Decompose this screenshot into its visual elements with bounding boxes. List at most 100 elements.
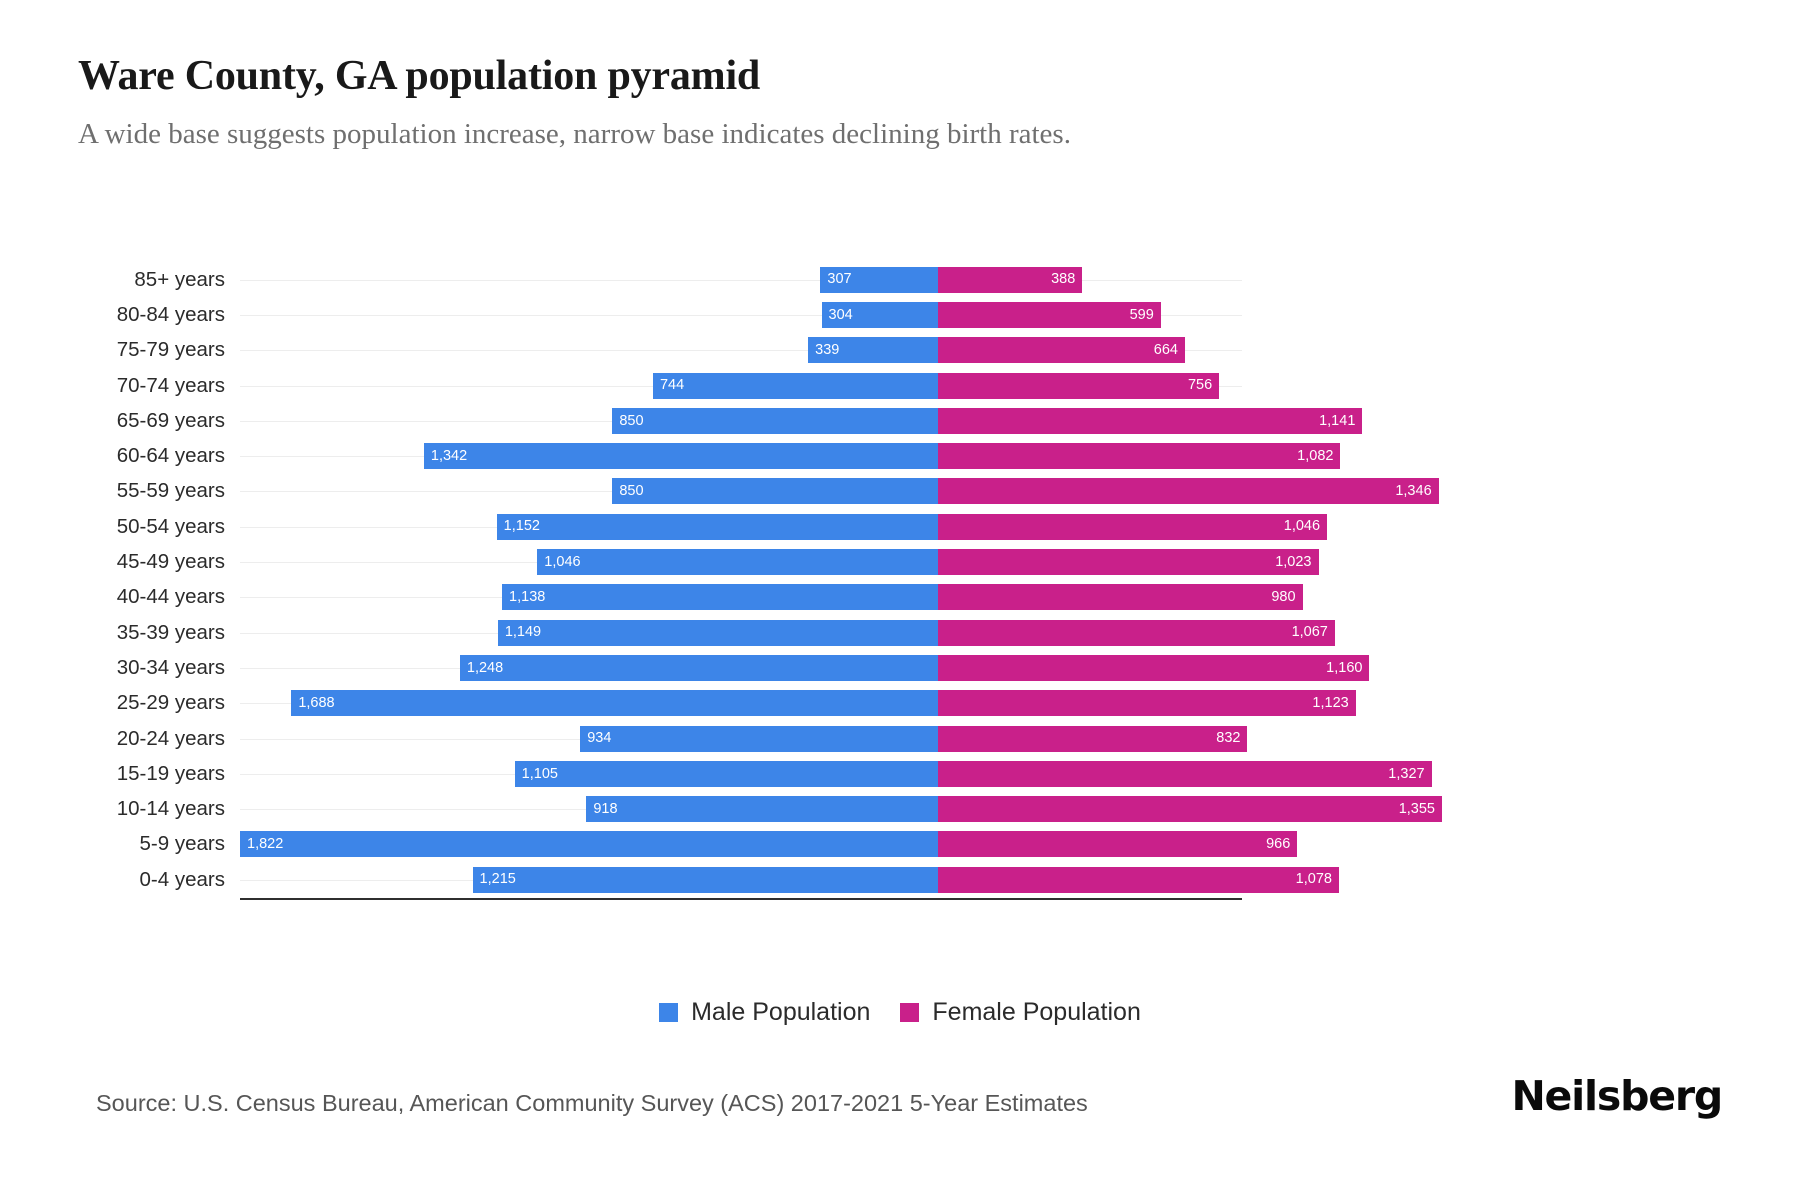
gridline [240, 350, 1242, 352]
bar-male[interactable]: 934 [580, 725, 938, 752]
legend-item-male[interactable]: Male Population [659, 998, 870, 1027]
chart-row: 0-4 years 1,215 1,078 [0, 862, 1800, 897]
y-axis-tick-label: 15-19 years [116, 761, 225, 785]
bar-pair: 1,046 1,023 [240, 549, 1800, 576]
bar-value-label-male: 744 [659, 377, 685, 394]
bar-value-label-female: 664 [1153, 341, 1178, 358]
bar-female[interactable]: 1,046 [938, 513, 1328, 540]
bar-value-label-female: 1,067 [1291, 624, 1328, 641]
bar-male[interactable]: 1,152 [496, 513, 938, 540]
legend-label-female: Female Population [932, 998, 1141, 1026]
bar-value-label-male: 307 [827, 271, 852, 288]
bar-value-label-female: 388 [1051, 271, 1076, 288]
y-axis-tick-label: 40-44 years [116, 585, 225, 609]
bar-pair: 1,105 1,327 [240, 760, 1800, 787]
bar-male[interactable]: 744 [652, 372, 938, 399]
bar-male[interactable]: 1,688 [291, 690, 938, 717]
bar-female[interactable]: 1,082 [938, 443, 1341, 470]
bar-value-label-female: 1,346 [1395, 483, 1432, 500]
chart-row: 55-59 years 850 1,346 [0, 474, 1800, 509]
bar-value-label-male: 304 [828, 306, 853, 323]
bar-male[interactable]: 304 [821, 301, 938, 328]
bar-female[interactable]: 1,346 [938, 478, 1439, 505]
bar-male[interactable]: 850 [612, 478, 938, 505]
bar-male[interactable]: 1,046 [537, 549, 938, 576]
bar-pair: 1,152 1,046 [240, 513, 1800, 540]
bar-value-label-male: 1,152 [503, 518, 540, 535]
brand-logo: Neilsberg [1511, 1072, 1723, 1120]
bar-female[interactable]: 664 [938, 337, 1185, 364]
bar-value-label-male: 1,248 [466, 659, 504, 676]
bar-value-label-male: 1,046 [544, 553, 581, 570]
bar-male[interactable]: 1,822 [240, 831, 938, 858]
y-axis-tick-label: 10-14 years [116, 797, 225, 821]
y-axis-tick-label: 75-79 years [116, 338, 225, 362]
bar-value-label-female: 1,327 [1388, 765, 1425, 782]
bar-female[interactable]: 1,123 [938, 690, 1356, 717]
legend-swatch-female-icon [900, 1003, 920, 1022]
chart-row: 5-9 years 1,822 966 [0, 827, 1800, 862]
bar-male[interactable]: 918 [586, 796, 938, 823]
source-note: Source: U.S. Census Bureau, American Com… [96, 1090, 1088, 1116]
bar-female[interactable]: 1,067 [938, 619, 1335, 646]
bar-pair: 850 1,346 [240, 478, 1800, 505]
bar-pair: 744 756 [240, 372, 1800, 399]
bar-male[interactable]: 1,138 [502, 584, 938, 611]
bar-female[interactable]: 1,355 [938, 796, 1442, 823]
bar-value-label-female: 1,141 [1319, 412, 1356, 429]
chart-row: 85+ years 307 388 [0, 262, 1800, 297]
bar-value-label-male: 850 [619, 412, 644, 429]
bar-male[interactable]: 1,149 [497, 619, 938, 646]
bar-value-label-male: 1,138 [509, 589, 546, 606]
bar-female[interactable]: 599 [938, 301, 1161, 328]
bar-female[interactable]: 1,023 [938, 549, 1319, 576]
bar-male[interactable]: 1,342 [423, 443, 938, 470]
bar-pair: 307 388 [240, 266, 1800, 293]
bar-pair: 934 832 [240, 725, 1800, 752]
bar-value-label-female: 966 [1266, 836, 1291, 853]
chart-row: 60-64 years 1,342 1,082 [0, 438, 1800, 473]
bar-male[interactable]: 339 [808, 337, 938, 364]
bar-pair: 304 599 [240, 301, 1800, 328]
bar-female[interactable]: 980 [938, 584, 1303, 611]
bar-value-label-female: 1,023 [1275, 553, 1312, 570]
bar-value-label-male: 1,822 [247, 836, 284, 853]
bar-value-label-female: 1,078 [1295, 871, 1332, 888]
y-axis-tick-label: 25-29 years [116, 691, 225, 715]
y-axis-tick-label: 50-54 years [116, 514, 225, 538]
page-subtitle: A wide base suggests population increase… [78, 118, 1071, 150]
bar-female[interactable]: 1,078 [938, 866, 1339, 893]
bar-female[interactable]: 1,141 [938, 407, 1363, 434]
bar-value-label-male: 1,688 [298, 694, 335, 711]
bar-female[interactable]: 388 [938, 266, 1083, 293]
bar-male[interactable]: 850 [612, 407, 938, 434]
bar-male[interactable]: 1,248 [459, 654, 938, 681]
bar-value-label-male: 1,215 [479, 871, 516, 888]
y-axis-tick-label: 70-74 years [116, 373, 225, 397]
bar-female[interactable]: 1,327 [938, 760, 1432, 787]
legend-item-female[interactable]: Female Population [900, 998, 1141, 1027]
bar-value-label-female: 832 [1216, 730, 1241, 747]
chart-row: 10-14 years 918 1,355 [0, 791, 1800, 826]
bar-value-label-female: 1,046 [1283, 518, 1321, 535]
chart-row: 30-34 years 1,248 1,160 [0, 650, 1800, 685]
chart-row: 50-54 years 1,152 1,046 [0, 509, 1800, 544]
y-axis-tick-label: 5-9 years [139, 832, 225, 856]
chart-row: 25-29 years 1,688 1,123 [0, 686, 1800, 721]
bar-female[interactable]: 966 [938, 831, 1298, 858]
bar-value-label-male: 918 [593, 800, 618, 817]
bar-male[interactable]: 1,215 [472, 866, 938, 893]
gridline [240, 279, 1242, 281]
chart-row: 40-44 years 1,138 980 [0, 580, 1800, 615]
bar-value-label-female: 1,160 [1326, 659, 1363, 676]
chart-row: 20-24 years 934 832 [0, 721, 1800, 756]
bar-female[interactable]: 1,160 [938, 654, 1370, 681]
bar-male[interactable]: 307 [820, 266, 938, 293]
y-axis-tick-label: 35-39 years [116, 620, 225, 644]
bar-female[interactable]: 832 [938, 725, 1248, 752]
bar-female[interactable]: 756 [938, 372, 1220, 399]
y-axis-tick-label: 85+ years [134, 267, 225, 291]
bar-male[interactable]: 1,105 [514, 760, 938, 787]
y-axis-tick-label: 30-34 years [116, 655, 225, 679]
